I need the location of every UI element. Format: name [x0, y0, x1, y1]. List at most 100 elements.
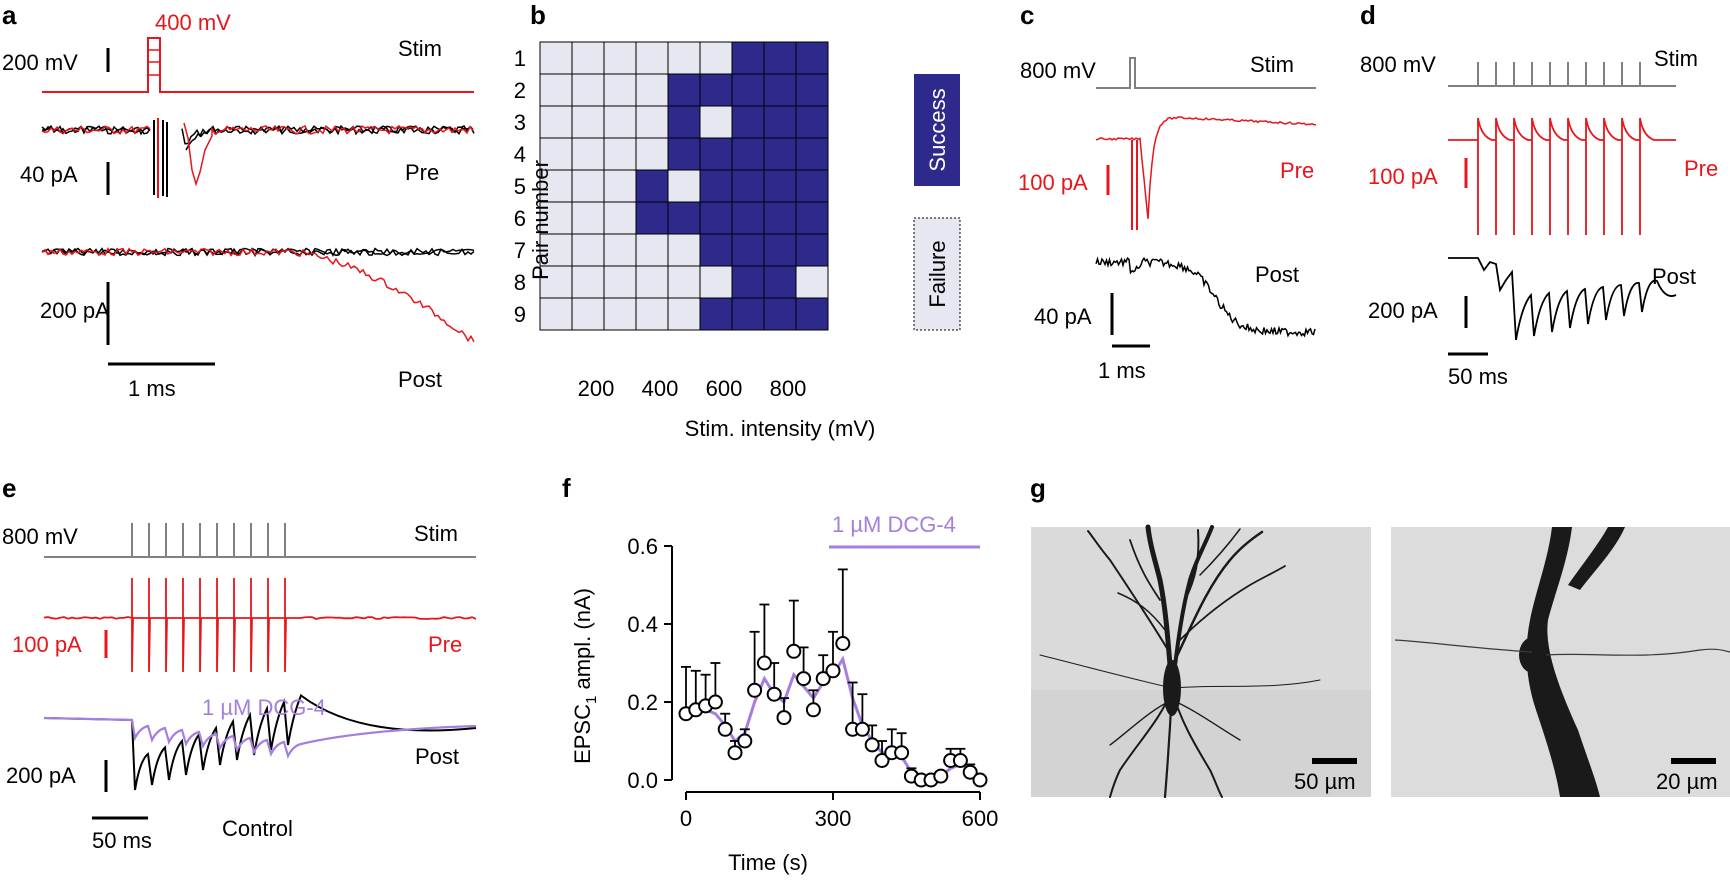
panel-f-points — [678, 636, 988, 788]
heatmap-cell — [699, 233, 733, 267]
heatmap-cell — [635, 137, 669, 171]
heatmap-cell — [795, 137, 829, 171]
panel-f-data-point — [972, 772, 988, 788]
heatmap-cell — [603, 233, 637, 267]
panel-c-time-scale-label: 1 ms — [1098, 358, 1146, 383]
micrograph-left: 50 µm — [1031, 524, 1371, 799]
heatmap-cell — [635, 233, 669, 267]
heatmap-row-label: 2 — [514, 78, 526, 103]
heatmap-cell — [699, 105, 733, 139]
heatmap-cell — [763, 137, 797, 171]
panel-f-y-tick-label: 0.2 — [627, 690, 658, 715]
heatmap-x-tick-labels: 200 400 600 800 — [578, 376, 807, 401]
panel-f-axes: 0.0 0.2 0.4 0.6 0 300 600 — [627, 534, 998, 831]
panel-f-y-axis-label: EPSC1 ampl. (nA) — [570, 588, 600, 764]
panel-c-pre-label: Pre — [1280, 158, 1314, 183]
panel-f-y-tick-label: 0.0 — [627, 768, 658, 793]
heatmap-cell — [763, 233, 797, 267]
heatmap-row-label: 6 — [514, 206, 526, 231]
panel-a-time-scale-label: 1 ms — [128, 376, 176, 401]
legend-success-swatch — [914, 74, 960, 186]
micrograph-right: 20 µm — [1391, 527, 1730, 797]
heatmap-cell — [699, 169, 733, 203]
heatmap-cell — [763, 41, 797, 75]
panel-e-time-scale-label: 50 ms — [92, 828, 152, 853]
heatmap-cell — [731, 73, 765, 107]
panel-e-label: e — [2, 473, 16, 503]
panel-f-data-point — [717, 721, 733, 737]
heatmap-x-tick-label: 200 — [578, 376, 615, 401]
panel-a-pre-scale-label: 40 pA — [20, 162, 78, 187]
heatmap-cell — [795, 105, 829, 139]
heatmap-cell — [763, 169, 797, 203]
panel-e-post-label: Post — [415, 744, 459, 769]
heatmap-cell — [539, 201, 573, 235]
panel-c-stim-trace — [1096, 57, 1316, 89]
panel-f-data-point — [894, 745, 910, 761]
heatmap-cell — [667, 105, 701, 139]
panel-f-x-tick-label: 300 — [815, 806, 852, 831]
heatmap-cell — [699, 265, 733, 299]
heatmap-x-tick-label: 600 — [706, 376, 743, 401]
heatmap-cell — [795, 233, 829, 267]
heatmap-cell — [635, 265, 669, 299]
heatmap-cell — [571, 137, 605, 171]
heatmap-cell — [731, 201, 765, 235]
panel-c-post-label: Post — [1255, 262, 1299, 287]
panel-f-data-point — [786, 643, 802, 659]
panel-d-stim-trace — [1448, 62, 1676, 87]
panel-a-pre-label: Pre — [405, 160, 439, 185]
heatmap-cell — [667, 233, 701, 267]
heatmap-cell — [667, 137, 701, 171]
heatmap-cell — [763, 201, 797, 235]
heatmap-cell — [635, 169, 669, 203]
heatmap-cell — [603, 169, 637, 203]
heatmap-cell — [731, 137, 765, 171]
panel-f-data-point — [962, 764, 978, 780]
panel-f-data-point — [756, 655, 772, 671]
panel-f-data-point — [737, 733, 753, 749]
panel-c-post-trace — [1095, 256, 1316, 338]
panel-d-pre-label: Pre — [1684, 156, 1718, 181]
panel-f-data-point — [796, 671, 812, 687]
panel-d: d 800 mV Stim 100 pA Pre Post 200 pA 50 … — [1360, 0, 1718, 389]
panel-d-post-trace — [1448, 257, 1677, 341]
panel-f-data-point — [933, 768, 949, 784]
neuron-left-soma — [1163, 660, 1181, 716]
heatmap-cell — [571, 297, 605, 331]
panel-d-post-scale-label: 200 pA — [1368, 298, 1438, 323]
panel-d-label: d — [1360, 0, 1376, 30]
panel-f-data-point — [727, 745, 743, 761]
heatmap-cell — [571, 169, 605, 203]
heatmap-cell — [795, 265, 829, 299]
panel-e: e 800 mV Stim 100 pA Pre 1 µM DCG-4 Post… — [2, 473, 477, 853]
heatmap-row-labels: 1 2 3 4 5 6 7 8 9 — [514, 46, 526, 327]
heatmap-row-label: 7 — [514, 238, 526, 263]
heatmap-x-axis-label: Stim. intensity (mV) — [685, 416, 876, 441]
heatmap-cell — [603, 201, 637, 235]
heatmap-y-axis-label: Pair number — [528, 160, 553, 280]
heatmap-cell — [795, 169, 829, 203]
panel-c-stim-label: Stim — [1250, 52, 1294, 77]
panel-e-drug-label: 1 µM DCG-4 — [202, 695, 326, 720]
heatmap-grid — [539, 41, 829, 331]
heatmap-cell — [571, 233, 605, 267]
panel-a-stim-label: Stim — [398, 36, 442, 61]
heatmap-cell — [667, 41, 701, 75]
heatmap-cell — [667, 73, 701, 107]
panel-f: f 0.0 0.2 0.4 0.6 0 300 600 1 µM DCG-4 Time (s… — [562, 473, 998, 875]
heatmap-cell — [795, 41, 829, 75]
heatmap-cell — [667, 265, 701, 299]
heatmap-cell — [731, 169, 765, 203]
panel-a-stim-scale-label: 200 mV — [2, 50, 78, 75]
heatmap-cell — [635, 201, 669, 235]
heatmap-cell — [731, 265, 765, 299]
heatmap-cell — [603, 73, 637, 107]
heatmap-cell — [763, 265, 797, 299]
heatmap-cell — [699, 201, 733, 235]
heatmap-cell — [571, 73, 605, 107]
heatmap-cell — [763, 105, 797, 139]
heatmap-cell — [539, 297, 573, 331]
heatmap-cell — [667, 169, 701, 203]
